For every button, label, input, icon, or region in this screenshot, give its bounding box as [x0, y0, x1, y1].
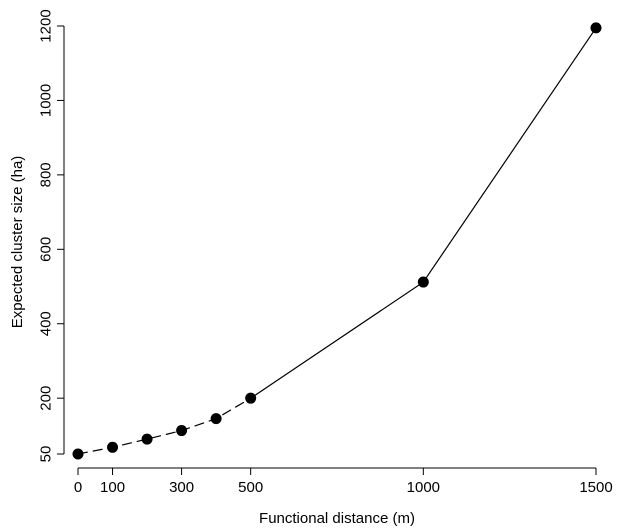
x-axis-title: Functional distance (m) — [259, 510, 415, 527]
data-point — [107, 441, 119, 453]
x-tick-label: 500 — [238, 479, 263, 496]
data-point — [72, 448, 84, 460]
series-line — [77, 27, 597, 455]
series-points — [72, 22, 602, 460]
data-point — [590, 22, 602, 34]
x-tick-label: 300 — [169, 479, 194, 496]
data-point — [141, 433, 153, 445]
series-line-solid — [250, 27, 597, 399]
data-point — [417, 276, 429, 288]
y-tick-label: 800 — [38, 162, 55, 187]
data-point — [245, 392, 257, 404]
y-axis-title: Expected cluster size (ha) — [9, 156, 26, 329]
y-tick-label: 1000 — [38, 84, 55, 117]
y-tick-label: 1200 — [38, 9, 55, 42]
axes — [63, 26, 596, 469]
x-tick-label: 0 — [74, 479, 82, 496]
series-line-dashed — [77, 397, 252, 455]
y-tick-label: 50 — [38, 446, 55, 463]
y-axis-ticks: 50 200 400 600 800 1000 1200 — [38, 9, 64, 463]
x-tick-label: 1500 — [579, 479, 612, 496]
x-axis-ticks: 0 100 300 500 1000 1500 — [74, 468, 613, 496]
y-tick-label: 200 — [38, 386, 55, 411]
data-point — [210, 413, 222, 425]
data-point — [176, 425, 188, 437]
x-tick-label: 1000 — [407, 479, 440, 496]
y-tick-label: 600 — [38, 237, 55, 262]
y-tick-label: 400 — [38, 311, 55, 336]
x-tick-label: 100 — [100, 479, 125, 496]
